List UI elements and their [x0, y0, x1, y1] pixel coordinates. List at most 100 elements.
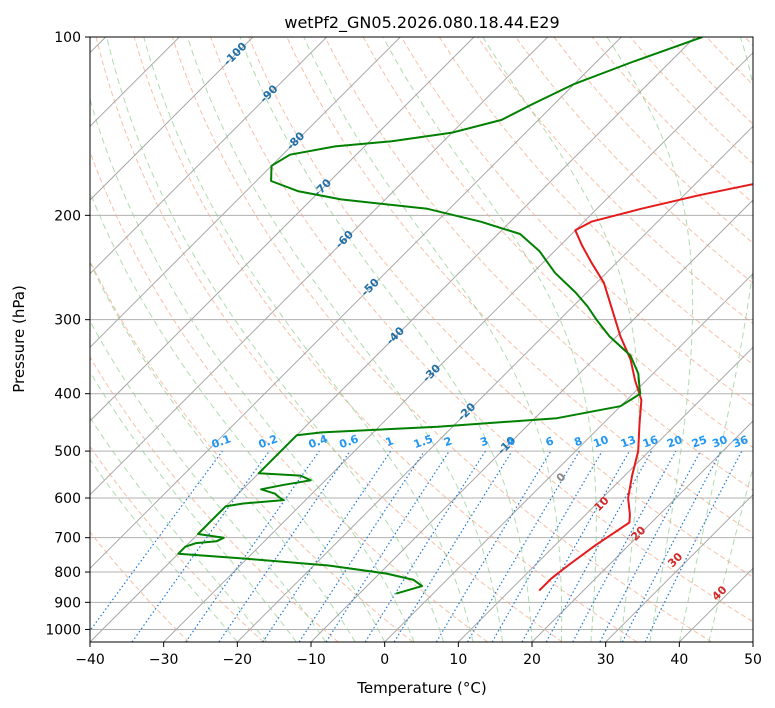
moist-adiabat [90, 416, 268, 642]
isotherm [678, 567, 753, 642]
y-tick-label: 200 [54, 208, 81, 224]
mixing-ratio-label: 8 [572, 434, 584, 449]
dry-adiabat [438, 37, 753, 366]
mixing-ratio-label: 36 [731, 433, 750, 451]
dry-adiabat [400, 37, 753, 407]
dry-adiabat [90, 356, 339, 642]
x-tick-label: −30 [149, 652, 179, 668]
mixing-ratio-line [90, 450, 223, 632]
plot-frame [89, 36, 754, 643]
axes-ticks: −40 −30 −20 −10 0 10 20 30 40 50 100 200 300 400 500 60… [45, 30, 762, 668]
dry-adiabat [95, 37, 563, 642]
isotherm [752, 641, 753, 642]
profile-series [177, 37, 753, 595]
isotherm [90, 37, 401, 349]
isotherm [90, 37, 328, 275]
mixing-ratio-line [262, 450, 392, 642]
temperature-profile [538, 183, 753, 592]
isotherm [90, 37, 696, 642]
isotherm [90, 37, 549, 496]
dry-adiabat [210, 37, 753, 623]
moist-adiabat [708, 465, 753, 642]
y-axis-title: Pressure (hPa) [10, 285, 28, 393]
dry-adiabats [90, 37, 753, 642]
moist-adiabat [90, 458, 238, 642]
mixing-ratio-label: 4 [505, 434, 517, 449]
mixing-ratio-label: 1 [384, 434, 396, 449]
isotherm [236, 125, 753, 642]
mixing-ratio-line [185, 450, 320, 642]
y-tick-label: 400 [54, 387, 81, 403]
isotherm [384, 272, 753, 642]
isotherm [90, 37, 475, 422]
isotherm [457, 346, 753, 642]
moist-adiabat [678, 37, 753, 642]
mixing-ratio-label: 20 [665, 433, 684, 451]
moist-adiabat [143, 37, 474, 642]
y-tick-label: 100 [54, 30, 81, 46]
mixing-ratio-label: 30 [710, 433, 729, 451]
mixing-ratio-label: 10 [592, 433, 611, 451]
dry-adiabat [706, 37, 753, 86]
isotherm [310, 199, 753, 642]
mixing-ratio-line [521, 450, 631, 642]
mixing-ratio-label: 2 [442, 434, 454, 449]
isotherms [90, 37, 753, 642]
mixing-ratio-line [298, 450, 425, 642]
moist-adiabat [482, 37, 640, 642]
isotherm [90, 37, 254, 201]
mixing-ratio-line [325, 450, 450, 642]
dry-adiabat [668, 37, 753, 125]
y-tick-label: 800 [54, 565, 81, 581]
mixing-ratio-label: 0.6 [338, 432, 361, 451]
moist-adiabat [90, 370, 297, 642]
moist-adiabat [106, 37, 445, 642]
x-tick-label: −20 [223, 652, 253, 668]
mixing-ratio-label: 0.2 [257, 432, 280, 451]
mixing-ratio-line [599, 450, 702, 642]
moist-adiabat-label: 10 [592, 494, 612, 514]
mixing-ratio-label: 13 [619, 433, 638, 450]
x-tick-label: −10 [296, 652, 326, 668]
dry-adiabat [591, 37, 753, 204]
dry-adiabat [324, 37, 753, 491]
dry-adiabat [90, 259, 414, 642]
mixing-ratio-label: 0.1 [210, 432, 233, 451]
moist-adiabat [303, 37, 563, 642]
mixing-ratio-line [393, 450, 513, 642]
y-tick-label: 300 [54, 313, 81, 329]
dewpoint-profile [177, 37, 703, 595]
y-tick-label: 600 [54, 491, 81, 507]
mixing-ratio-line [644, 450, 743, 642]
mixing-ratio-label: 0.4 [307, 432, 330, 451]
mixing-ratio-line [131, 450, 270, 642]
x-tick-label: 0 [380, 652, 389, 668]
dry-adiabat [515, 37, 753, 284]
mixing-ratio-lines [90, 450, 743, 642]
moist-adiabat [187, 37, 503, 642]
x-tick-label: 30 [597, 652, 615, 668]
x-tick-label: 40 [670, 652, 688, 668]
dry-adiabat [362, 37, 753, 449]
x-tick-label: −40 [75, 652, 105, 668]
chart-title: wetPf2_GN05.2026.080.18.44.E29 [284, 13, 559, 33]
plot-area: -100-90-80-70-60-50-40-30-20-100.1 0.2 0.4… [90, 37, 753, 642]
dry-adiabat [90, 531, 190, 642]
moist-adiabat [606, 37, 694, 642]
dry-adiabat [90, 150, 488, 642]
x-tick-label: 10 [449, 652, 467, 668]
dry-adiabat [133, 37, 638, 642]
pressure-gridlines [90, 37, 753, 630]
isotherm [605, 493, 753, 642]
mixing-ratio-line [545, 450, 653, 642]
mixing-ratio-line [572, 450, 677, 642]
mixing-ratio-label: 25 [690, 433, 709, 450]
x-tick-label: 50 [744, 652, 762, 668]
y-tick-label: 500 [54, 444, 81, 460]
moist-adiabat [90, 190, 386, 642]
mixing-ratio-line [218, 450, 351, 642]
y-tick-label: 1000 [45, 622, 81, 638]
moist-adiabat [382, 37, 597, 642]
dry-adiabat [171, 37, 712, 642]
